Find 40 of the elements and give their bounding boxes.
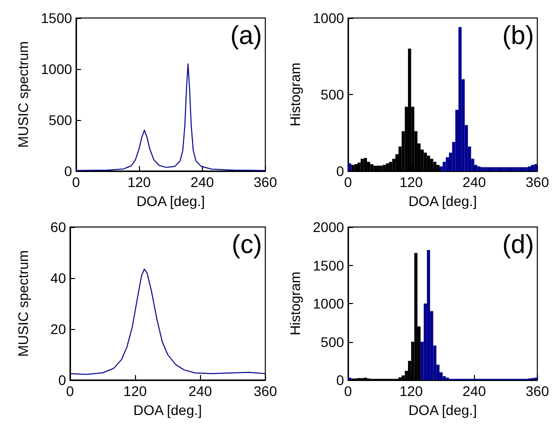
x-axis-title: DOA [deg.] xyxy=(136,192,205,209)
y-tick-label: 40 xyxy=(50,270,66,286)
x-tick-label: 360 xyxy=(254,174,278,190)
x-axis-title: DOA [deg.] xyxy=(408,402,477,418)
x-tick-label: 240 xyxy=(462,174,486,190)
annotation: (c) xyxy=(232,229,262,259)
y-tick-label: 1000 xyxy=(312,296,344,312)
x-axis-title: DOA [deg.] xyxy=(133,402,202,418)
y-axis-title: Histogram xyxy=(287,62,303,126)
y-axis-title: MUSIC spectrum xyxy=(15,250,31,357)
x-tick-label: 120 xyxy=(399,383,424,399)
y-tick-label: 500 xyxy=(48,112,72,128)
x-tick-label: 240 xyxy=(190,174,214,190)
y-tick-label: 0 xyxy=(336,372,344,388)
x-tick-label: 360 xyxy=(526,383,550,399)
annotation: (b) xyxy=(502,20,534,50)
annotation: (d) xyxy=(502,229,534,259)
y-tick-label: 0 xyxy=(58,372,66,388)
y-tick-label: 0 xyxy=(336,163,344,179)
y-axis-title: MUSIC spectrum xyxy=(15,41,31,148)
y-tick-label: 60 xyxy=(50,219,66,235)
y-tick-label: 1500 xyxy=(40,10,72,26)
y-tick-label: 1000 xyxy=(312,10,344,26)
y-tick-label: 1500 xyxy=(312,257,344,274)
y-tick-label: 2000 xyxy=(312,219,344,235)
x-tick-label: 360 xyxy=(526,174,550,190)
y-tick-label: 500 xyxy=(320,334,344,350)
x-tick-label: 240 xyxy=(462,383,486,399)
y-axis-title: Histogram xyxy=(287,272,303,336)
x-tick-label: 120 xyxy=(399,174,424,190)
x-tick-label: 360 xyxy=(254,383,278,399)
y-tick-label: 0 xyxy=(64,163,72,179)
y-tick-label: 500 xyxy=(320,86,344,102)
annotation: (a) xyxy=(230,20,262,50)
x-axis-title: DOA [deg.] xyxy=(408,192,477,209)
y-tick-label: 20 xyxy=(50,321,66,337)
y-tick-label: 1000 xyxy=(40,61,72,77)
x-tick-label: 120 xyxy=(123,383,147,399)
x-tick-label: 120 xyxy=(127,174,152,190)
x-tick-label: 240 xyxy=(188,383,212,399)
